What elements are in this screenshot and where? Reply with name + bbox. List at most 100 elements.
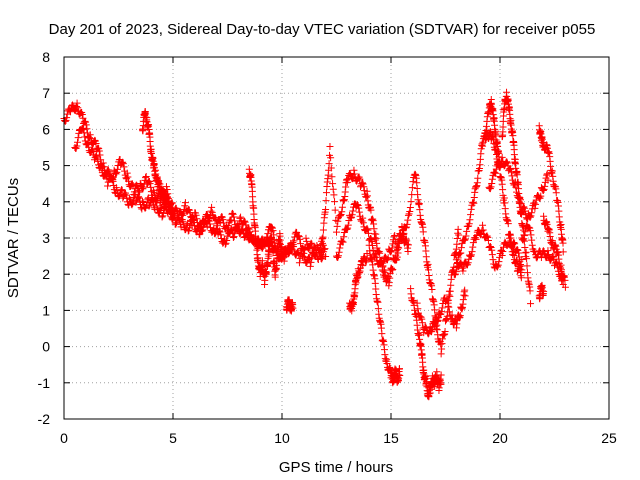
data-point	[526, 287, 534, 295]
data-point	[318, 255, 326, 263]
data-point	[368, 238, 376, 246]
data-point	[319, 233, 327, 241]
data-point	[223, 237, 231, 245]
data-point	[508, 172, 516, 180]
y-tick-label: 3	[42, 230, 50, 246]
data-point	[378, 330, 386, 338]
data-point	[484, 237, 492, 245]
data-point	[224, 227, 232, 235]
data-point	[468, 248, 476, 256]
data-point	[186, 209, 194, 217]
data-point	[325, 160, 333, 168]
data-point	[518, 255, 526, 263]
data-point	[78, 111, 86, 119]
data-point	[216, 228, 224, 236]
data-point	[461, 236, 469, 244]
data-point	[364, 226, 372, 234]
series-hump-16-18h	[413, 286, 469, 338]
y-tick-label: 1	[42, 302, 50, 318]
data-point	[192, 211, 200, 219]
data-point	[494, 261, 502, 269]
data-point	[306, 262, 314, 270]
data-point	[526, 213, 534, 221]
data-point	[247, 231, 255, 239]
data-point	[544, 176, 552, 184]
data-point	[347, 214, 355, 222]
data-point	[520, 204, 528, 212]
data-point	[399, 230, 407, 238]
data-point	[122, 191, 130, 199]
data-point	[404, 211, 412, 219]
data-point	[438, 308, 446, 316]
data-point	[146, 180, 154, 188]
data-point	[408, 191, 416, 199]
y-tick-label: 4	[42, 194, 50, 210]
data-point	[390, 233, 398, 241]
data-point	[461, 292, 469, 300]
data-point	[406, 207, 414, 215]
series-wave-21-23h	[518, 222, 567, 288]
data-point	[441, 328, 449, 336]
data-point	[391, 238, 399, 246]
data-point	[297, 240, 305, 248]
data-point	[444, 299, 452, 307]
data-point	[488, 175, 496, 183]
y-tick-label: 5	[42, 158, 50, 174]
data-point	[467, 211, 475, 219]
data-point	[488, 180, 496, 188]
y-tick-label: -2	[38, 411, 51, 427]
data-point	[559, 239, 567, 247]
data-point	[145, 202, 153, 210]
data-point	[94, 144, 102, 152]
data-point	[479, 221, 487, 229]
series-low-13-14h	[346, 249, 371, 315]
data-point	[140, 183, 148, 191]
data-point	[221, 240, 229, 248]
data-point	[72, 102, 80, 110]
data-point	[280, 257, 288, 265]
data-point	[229, 233, 237, 241]
data-point	[333, 222, 341, 230]
data-point	[331, 206, 339, 214]
data-point	[125, 194, 133, 202]
data-point	[407, 198, 415, 206]
data-point	[419, 228, 427, 236]
data-point	[339, 238, 347, 246]
data-point	[217, 231, 225, 239]
data-point	[402, 224, 410, 232]
data-point	[372, 249, 380, 257]
data-point	[507, 168, 515, 176]
data-point	[158, 186, 166, 194]
series-upper-20-22h	[485, 153, 552, 223]
data-point	[302, 259, 310, 267]
data-point	[334, 253, 342, 261]
data-point	[229, 209, 237, 217]
y-tick-label: 6	[42, 121, 50, 137]
data-point	[436, 311, 444, 319]
data-point	[297, 245, 305, 253]
data-point	[358, 179, 366, 187]
data-point	[263, 268, 271, 276]
data-point	[469, 243, 477, 251]
data-point	[186, 220, 194, 228]
data-point	[326, 143, 334, 151]
data-point	[295, 232, 303, 240]
data-point	[513, 188, 521, 196]
data-point	[445, 303, 453, 311]
x-tick-label: 25	[601, 430, 617, 446]
data-point	[106, 172, 114, 180]
data-point	[230, 217, 238, 225]
data-point	[539, 187, 547, 195]
x-tick-label: 20	[492, 430, 508, 446]
data-point	[73, 142, 81, 150]
data-point	[543, 170, 551, 178]
data-point	[363, 256, 371, 264]
data-point	[498, 251, 506, 259]
data-point	[119, 158, 127, 166]
data-point	[393, 253, 401, 261]
data-point	[396, 365, 404, 373]
data-point	[431, 306, 439, 314]
data-point	[388, 244, 396, 252]
data-point	[415, 200, 423, 208]
